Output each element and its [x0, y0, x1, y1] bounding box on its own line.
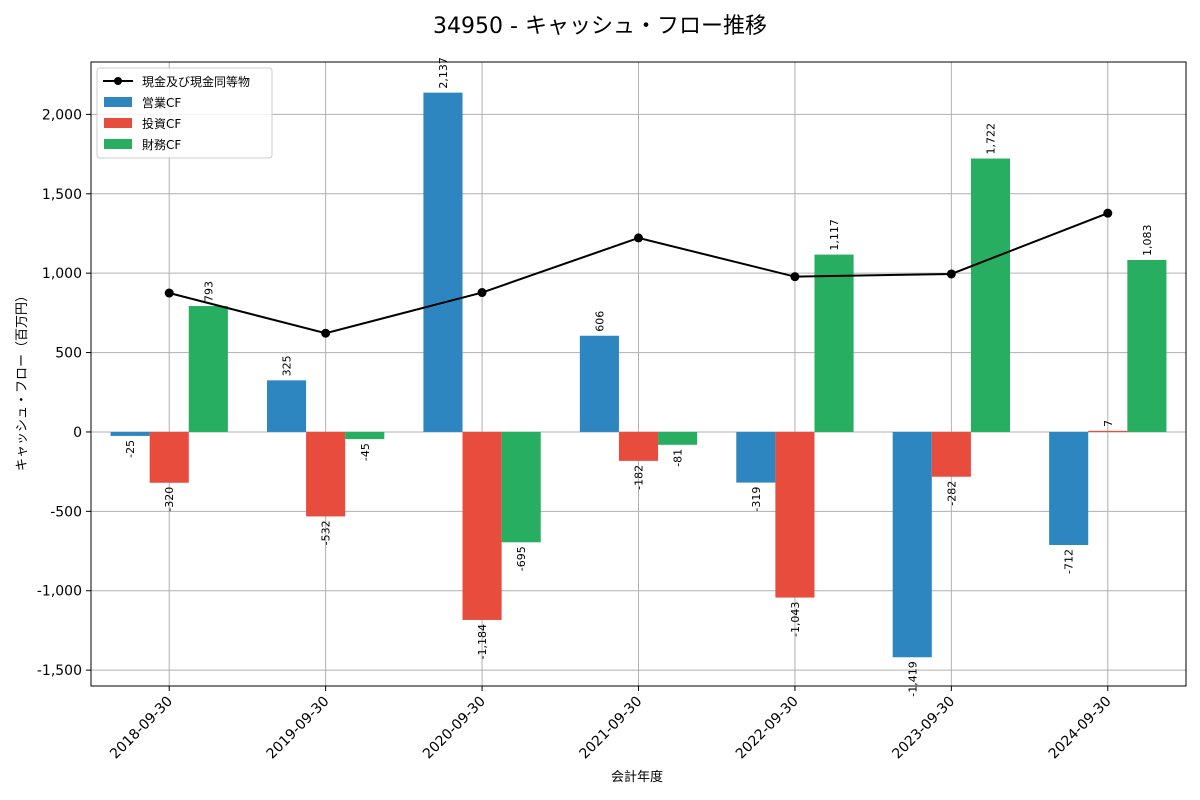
bar-value-label: 2,137 [437, 57, 450, 89]
bar [1049, 431, 1089, 546]
x-tick-label: 2019-09-30 [264, 694, 333, 763]
plot-area: -1,500 -1,000 -500 0 500 1,000 1,500 2,000 2018-… [37, 57, 1187, 763]
y-axis-label: キャッシュ・フロー（百万円） [15, 289, 30, 471]
bar-value-label: -25 [124, 440, 137, 458]
bar [736, 431, 776, 483]
chart-title: 34950 - キャッシュ・フロー推移 [433, 14, 767, 39]
bar [110, 431, 150, 436]
bar-value-label: 1,722 [984, 123, 997, 155]
bar [892, 431, 932, 658]
cash-point [634, 233, 643, 243]
bar-value-label: -695 [515, 546, 528, 571]
legend-box [96, 67, 273, 159]
bar [814, 254, 854, 432]
x-tick-label: 2020-09-30 [420, 694, 489, 763]
y-tick-label: 1,000 [42, 266, 82, 282]
bar-value-label: -81 [672, 449, 685, 467]
bar [462, 431, 502, 620]
cash-point [477, 288, 487, 298]
cash-point [946, 269, 956, 279]
bar-value-label: -1,043 [789, 602, 802, 637]
bar [579, 335, 619, 432]
bar [423, 92, 463, 432]
y-tick-label: 2,000 [42, 107, 82, 123]
bar [1127, 259, 1167, 432]
legend-label: 営業CF [142, 96, 181, 110]
bar-value-label: 325 [281, 355, 294, 376]
bar-value-label: 606 [593, 311, 606, 332]
bar [1088, 430, 1128, 432]
y-tick-label: 500 [55, 346, 82, 362]
bar-value-label: 793 [202, 281, 215, 302]
x-tick-label: 2023-09-30 [889, 694, 958, 763]
legend-swatch [104, 97, 132, 107]
bar-value-label: 7 [1102, 420, 1115, 427]
y-tick-label: -1,000 [37, 584, 82, 600]
bar [149, 431, 189, 483]
cash-point [1103, 208, 1113, 218]
y-tick-label: 0 [73, 425, 82, 441]
bar [658, 431, 698, 445]
y-tick-label: -1,500 [37, 663, 82, 679]
bar-value-label: -320 [163, 487, 176, 512]
bar [775, 431, 815, 598]
bar-value-label: -1,184 [476, 624, 489, 659]
bar [501, 431, 541, 543]
bar [345, 431, 385, 440]
bar [306, 431, 346, 517]
bar [931, 431, 971, 477]
y-tick-label: -500 [50, 504, 82, 520]
legend-swatch [104, 139, 132, 149]
legend-label: 投資CF [142, 116, 181, 131]
cash-point [164, 288, 174, 298]
bar [970, 158, 1011, 432]
x-tick-label: 2018-09-30 [107, 694, 176, 763]
bar [266, 380, 307, 432]
bar-value-label: -712 [1063, 549, 1076, 574]
bar [188, 306, 228, 432]
bar-value-label: -182 [633, 465, 646, 490]
x-axis-label: 会計年度 [611, 769, 663, 785]
legend-swatch [104, 118, 132, 128]
y-tick-label: 1,500 [42, 187, 82, 203]
bar-value-label: -532 [320, 520, 333, 545]
bar-value-label: 1,117 [828, 219, 841, 251]
x-tick-label: 2024-09-30 [1046, 694, 1115, 763]
bar-value-label: -1,419 [906, 661, 919, 696]
plot-frame [90, 61, 1187, 687]
bar-value-label: -319 [750, 487, 763, 512]
cash-point [790, 272, 800, 282]
legend-label: 財務CF [142, 137, 181, 152]
legend-label: 現金及び現金同等物 [142, 74, 250, 89]
x-tick-label: 2021-09-30 [576, 694, 645, 763]
bar-value-label: 1,083 [1141, 224, 1154, 256]
legend-marker [114, 77, 122, 85]
bar-value-label: -282 [945, 481, 958, 506]
cash-point [321, 328, 331, 338]
x-tick-label: 2022-09-30 [733, 694, 802, 763]
bar-value-label: -45 [359, 443, 372, 461]
bar [618, 431, 659, 461]
